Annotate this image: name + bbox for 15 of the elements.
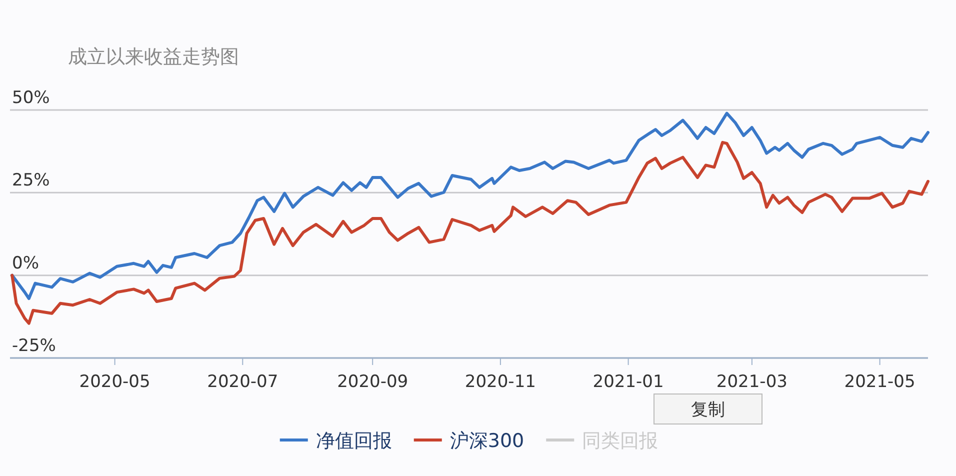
button: 复制 [654, 394, 762, 424]
y-tick-label: 25% [12, 170, 50, 191]
x-tick-label: 2020-05 [79, 372, 150, 392]
chart-title: 成立以来收益走势图 [68, 46, 239, 68]
y-tick-label: -25% [12, 336, 56, 356]
x-tick-label: 2021-05 [844, 372, 916, 392]
y-tick-label: 0% [12, 253, 39, 274]
x-tick-label: 2020-09 [337, 372, 408, 392]
x-tick-label: 2021-01 [592, 372, 664, 392]
y-tick-label: 50% [12, 88, 50, 108]
x-tick-label: 2020-11 [464, 372, 536, 392]
legend-label: 净值回报 [316, 430, 392, 452]
x-tick-label: 2020-07 [207, 372, 278, 392]
legend-label: 沪深300 [450, 430, 524, 452]
x-tick-label: 2021-03 [716, 372, 788, 392]
